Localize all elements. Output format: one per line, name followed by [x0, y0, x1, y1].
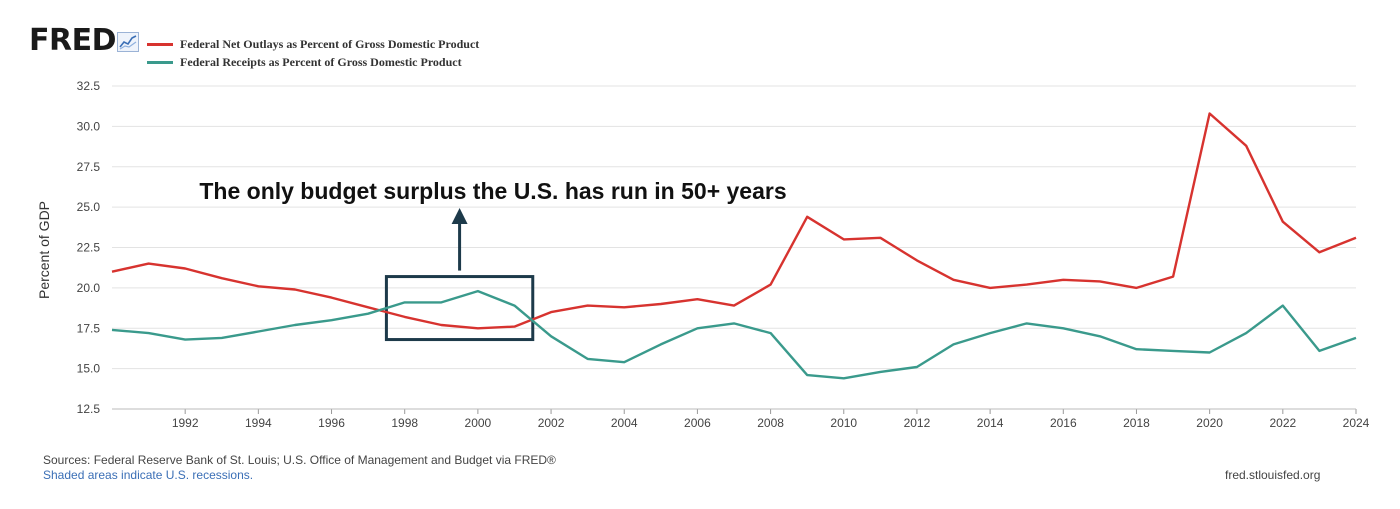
y-tick-label: 17.5 — [77, 321, 101, 335]
legend-swatch-outlays — [147, 42, 173, 46]
legend-item-outlays[interactable]: Federal Net Outlays as Percent of Gross … — [147, 36, 479, 52]
y-tick-label: 12.5 — [77, 402, 101, 416]
series-line-outlays[interactable] — [111, 112, 1357, 330]
y-tick-label: 22.5 — [77, 241, 101, 255]
series-line-receipts[interactable] — [111, 289, 1357, 380]
y-tick-label: 30.0 — [77, 119, 101, 133]
y-tick-label: 20.0 — [77, 281, 101, 295]
annotation-arrowhead — [451, 208, 468, 224]
series-lines — [111, 112, 1357, 380]
x-tick-label: 1994 — [245, 416, 272, 430]
y-axis-ticks: 12.5 15.0 17.5 20.0 22.5 25.0 27.5 30.0 32.5 — [77, 79, 101, 416]
x-tick-label: 1996 — [318, 416, 345, 430]
x-tick-label: 2024 — [1343, 416, 1370, 430]
y-tick-label: 32.5 — [77, 79, 101, 93]
x-tick-label: 2004 — [611, 416, 638, 430]
x-tick-label: 2014 — [977, 416, 1004, 430]
y-tick-label: 15.0 — [77, 362, 101, 376]
x-tick-label: 2018 — [1123, 416, 1150, 430]
y-tick-label: 25.0 — [77, 200, 101, 214]
x-tick-label: 2022 — [1269, 416, 1296, 430]
x-tick-label: 2020 — [1196, 416, 1223, 430]
x-tick-label: 2012 — [904, 416, 931, 430]
x-tick-label: 2002 — [538, 416, 565, 430]
legend-swatch-receipts — [147, 60, 173, 64]
surplus-highlight-box — [384, 275, 535, 342]
legend-label-receipts: Federal Receipts as Percent of Gross Dom… — [180, 54, 462, 69]
y-axis-label: Percent of GDP — [36, 201, 52, 299]
legend-label-outlays: Federal Net Outlays as Percent of Gross … — [180, 36, 480, 51]
fred-logo: FRED — [29, 23, 117, 58]
x-tick-label: 1992 — [172, 416, 199, 430]
x-tick-label: 2010 — [830, 416, 857, 430]
x-tick-label: 2016 — [1050, 416, 1077, 430]
x-tick-label: 2000 — [465, 416, 492, 430]
annotation-text: The only budget surplus the U.S. has run… — [199, 178, 786, 204]
legend-item-receipts[interactable]: Federal Receipts as Percent of Gross Dom… — [147, 54, 462, 70]
x-axis-ticks: 1992 1994 1996 1998 2000 2002 2004 2006 2008 2010… — [112, 408, 1370, 430]
source-note: Sources: Federal Reserve Bank of St. Lou… — [43, 453, 556, 467]
annotation-group: The only budget surplus the U.S. has run… — [199, 178, 787, 342]
recession-note[interactable]: Shaded areas indicate U.S. recessions. — [43, 468, 254, 482]
site-url[interactable]: fred.stlouisfed.org — [1225, 468, 1321, 482]
grid-lines — [112, 85, 1356, 410]
x-tick-label: 2006 — [684, 416, 711, 430]
x-tick-label: 2008 — [757, 416, 784, 430]
x-tick-label: 1998 — [391, 416, 418, 430]
y-tick-label: 27.5 — [77, 160, 101, 174]
line-chart-icon[interactable] — [117, 32, 139, 52]
